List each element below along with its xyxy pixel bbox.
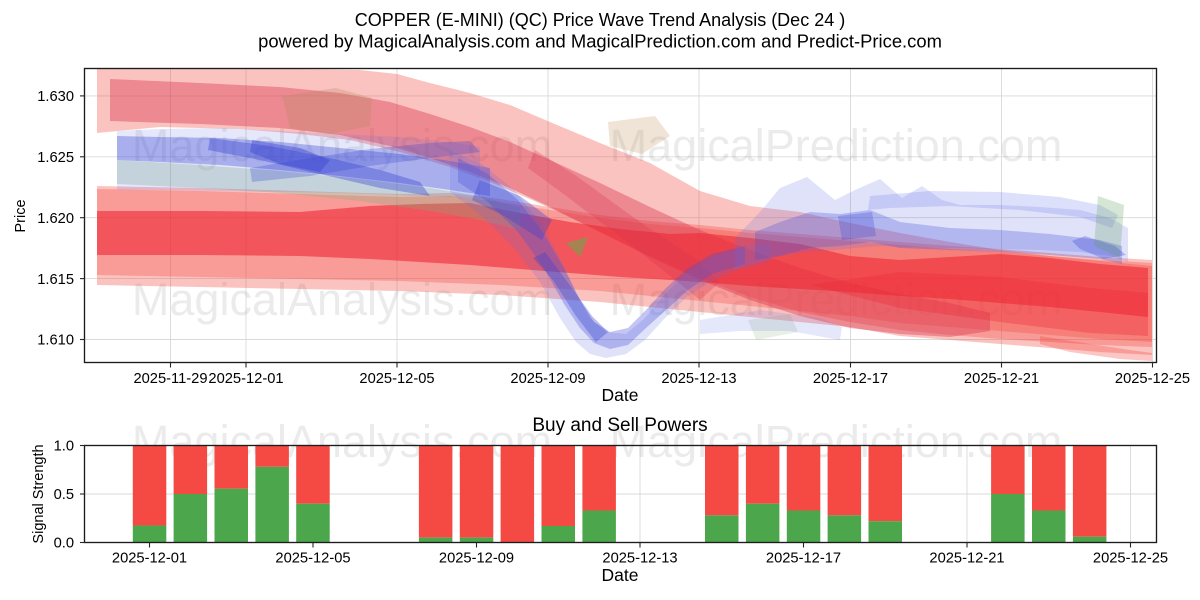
svg-text:2025-12-25: 2025-12-25 xyxy=(1115,371,1190,387)
svg-text:0.0: 0.0 xyxy=(54,536,74,552)
svg-text:MagicalAnalysis.com: MagicalAnalysis.com xyxy=(132,274,552,325)
svg-text:Buy and Sell Powers: Buy and Sell Powers xyxy=(532,415,707,436)
svg-text:1.625: 1.625 xyxy=(37,150,74,166)
svg-text:1.610: 1.610 xyxy=(37,333,74,349)
svg-text:1.630: 1.630 xyxy=(37,89,74,105)
svg-text:2025-12-01: 2025-12-01 xyxy=(208,371,283,387)
svg-text:Price: Price xyxy=(13,199,29,232)
svg-text:2025-12-21: 2025-12-21 xyxy=(929,551,1004,567)
svg-text:2025-12-17: 2025-12-17 xyxy=(766,551,841,567)
svg-text:2025-12-25: 2025-12-25 xyxy=(1093,551,1168,567)
svg-text:MagicalAnalysis.com: MagicalAnalysis.com xyxy=(132,120,552,171)
svg-text:2025-12-01: 2025-12-01 xyxy=(112,551,187,567)
svg-text:2025-12-05: 2025-12-05 xyxy=(359,371,434,387)
svg-text:1.615: 1.615 xyxy=(37,272,74,288)
svg-text:2025-12-09: 2025-12-09 xyxy=(439,551,514,567)
svg-text:MagicalPrediction.com: MagicalPrediction.com xyxy=(610,120,1063,171)
svg-text:2025-12-17: 2025-12-17 xyxy=(813,371,888,387)
svg-text:COPPER (E-MINI) (QC) Price Wav: COPPER (E-MINI) (QC) Price Wave Trend An… xyxy=(355,10,845,30)
svg-text:0.5: 0.5 xyxy=(54,487,74,503)
svg-text:2025-12-21: 2025-12-21 xyxy=(964,371,1039,387)
svg-text:2025-12-09: 2025-12-09 xyxy=(510,371,585,387)
svg-text:Date: Date xyxy=(602,565,639,585)
svg-text:2025-12-13: 2025-12-13 xyxy=(661,371,736,387)
svg-text:2025-12-05: 2025-12-05 xyxy=(275,551,350,567)
svg-text:1.620: 1.620 xyxy=(37,211,74,227)
svg-text:Date: Date xyxy=(602,385,639,405)
svg-text:1.0: 1.0 xyxy=(54,439,74,455)
svg-text:powered by MagicalAnalysis.com: powered by MagicalAnalysis.com and Magic… xyxy=(258,31,942,52)
svg-text:2025-12-13: 2025-12-13 xyxy=(602,551,677,567)
svg-text:2025-11-29: 2025-11-29 xyxy=(133,371,207,387)
svg-text:Signal Strength: Signal Strength xyxy=(31,444,47,543)
